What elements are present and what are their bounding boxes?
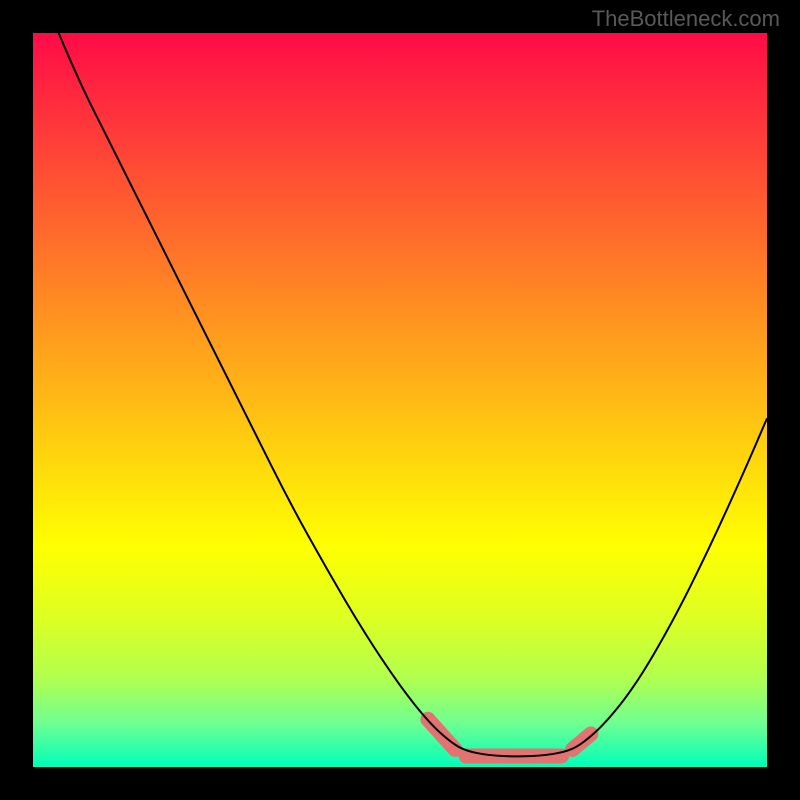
- curve-layer: [33, 33, 767, 767]
- bottleneck-curve: [59, 33, 767, 756]
- plot-area: [33, 33, 767, 767]
- watermark-text: TheBottleneck.com: [592, 6, 780, 32]
